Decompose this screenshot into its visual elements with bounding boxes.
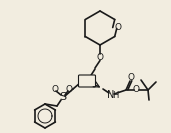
Text: O: O	[133, 86, 140, 95]
Text: S: S	[60, 92, 67, 102]
Text: O: O	[96, 53, 103, 61]
FancyBboxPatch shape	[78, 75, 95, 87]
Text: Abs: Abs	[80, 76, 94, 86]
Text: H: H	[112, 92, 118, 101]
Text: N: N	[107, 90, 115, 100]
Text: O: O	[65, 86, 73, 95]
Text: O: O	[114, 24, 121, 32]
Text: O: O	[128, 72, 135, 82]
Text: O: O	[51, 86, 58, 95]
